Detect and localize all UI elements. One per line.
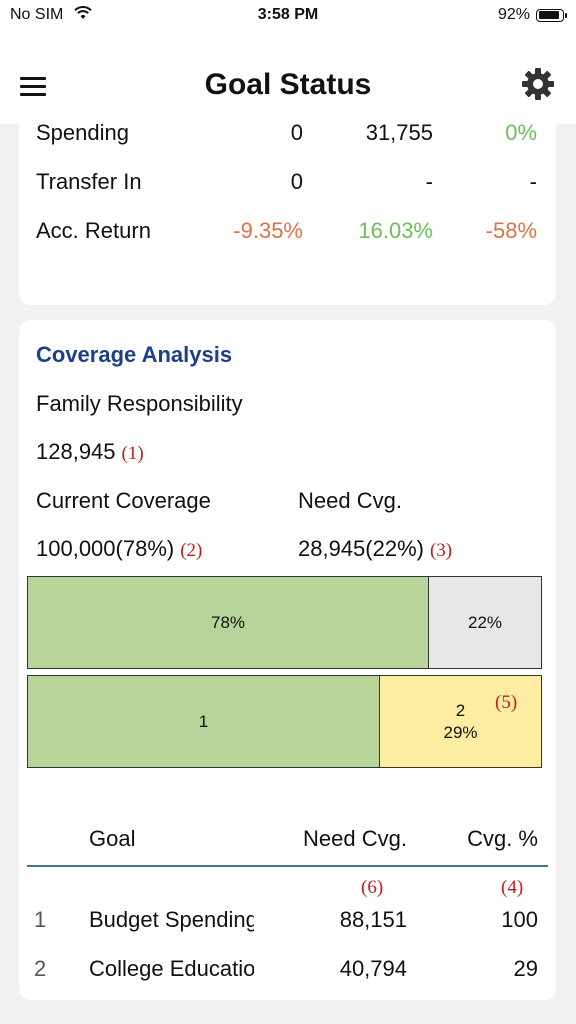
current-coverage-label: Current Coverage: [36, 488, 211, 513]
note-3: (3): [429, 540, 453, 561]
header-cvg-pct: Cvg. %: [467, 826, 538, 851]
current-coverage-segment: 78%: [27, 576, 429, 669]
need-coverage-label: Need Cvg.: [298, 488, 402, 513]
family-responsibility-value: 128,945 (1): [36, 439, 144, 465]
row-label: Spending: [36, 120, 129, 145]
goal-2-segment: 2 29%: [379, 675, 542, 768]
coverage-title: Coverage Analysis: [36, 342, 233, 367]
row-value-3: 0%: [505, 120, 537, 145]
header-need-cvg: Need Cvg.: [303, 826, 407, 851]
row-index: 1: [34, 907, 47, 932]
header-goal: Goal: [89, 826, 136, 851]
goal-name: College Education: [89, 956, 254, 981]
note-4: (4): [501, 877, 524, 898]
carrier-label: No SIM: [10, 6, 64, 23]
row-value-1: -9.35%: [233, 218, 303, 243]
note-2: (2): [180, 540, 203, 561]
segment-label: 1: [198, 711, 209, 731]
table-row[interactable]: 1 Budget Spending 88,151 100: [19, 907, 556, 947]
battery-percent: 92%: [497, 6, 530, 23]
segment-label: 78%: [210, 612, 246, 632]
note-6: (6): [361, 877, 384, 898]
need-coverage-segment: 22%: [428, 576, 542, 669]
row-value-1: 0: [290, 120, 303, 145]
cvg-pct-value: 100: [501, 907, 538, 932]
family-value: 128,945: [36, 439, 116, 464]
clock: 3:58 PM: [257, 6, 319, 23]
status-bar: No SIM 3:58 PM 92%: [0, 0, 576, 32]
table-row[interactable]: 2 College Education 40,794 29: [19, 956, 556, 996]
segment-label: 2: [455, 700, 466, 720]
row-value-3: -: [529, 169, 537, 194]
note-1: (1): [121, 443, 144, 464]
row-value-2: 31,755: [365, 120, 433, 145]
current-value: 100,000(78%): [36, 536, 175, 561]
battery-icon: [536, 8, 567, 22]
row-value-2: 16.03%: [358, 218, 433, 243]
nav-bar: Goal Status: [0, 32, 576, 124]
wifi-icon: [74, 6, 92, 19]
hamburger-menu-icon[interactable]: [20, 77, 46, 97]
coverage-card: Coverage Analysis Family Responsibility …: [19, 320, 556, 1000]
summary-card: Spending 0 31,755 0% Transfer In 0 - - A…: [19, 110, 556, 305]
need-cvg-value: 88,151: [339, 907, 407, 932]
table-divider: [27, 865, 548, 867]
row-value-3: -58%: [485, 218, 537, 243]
battery-indicator: 92%: [497, 6, 567, 24]
segment-percent: 29%: [443, 722, 478, 742]
summary-row-spending: Spending 0 31,755 0%: [19, 120, 556, 160]
goal-1-segment: 1: [27, 675, 380, 768]
row-value-2: -: [425, 169, 433, 194]
row-label: Transfer In: [36, 169, 142, 194]
segment-label: 22%: [467, 612, 503, 632]
cvg-pct-value: 29: [513, 956, 538, 981]
summary-row-transfer-in: Transfer In 0 - -: [19, 169, 556, 209]
row-value-1: 0: [290, 169, 303, 194]
current-coverage-value: 100,000(78%) (2): [36, 536, 202, 562]
note-5: (5): [495, 692, 518, 713]
battery-fill: [538, 11, 559, 19]
summary-row-acc-return: Acc. Return -9.35% 16.03% -58%: [19, 218, 556, 258]
need-value: 28,945(22%): [298, 536, 424, 561]
goal-name: Budget Spending: [89, 907, 254, 932]
row-index: 2: [34, 956, 47, 981]
page-title: Goal Status: [204, 68, 372, 101]
gear-icon[interactable]: [520, 66, 556, 102]
row-label: Acc. Return: [36, 218, 151, 243]
need-coverage-value: 28,945(22%) (3): [298, 536, 452, 562]
need-cvg-value: 40,794: [339, 956, 407, 981]
carrier-indicator: No SIM: [10, 6, 92, 24]
family-responsibility-label: Family Responsibility: [36, 391, 243, 416]
